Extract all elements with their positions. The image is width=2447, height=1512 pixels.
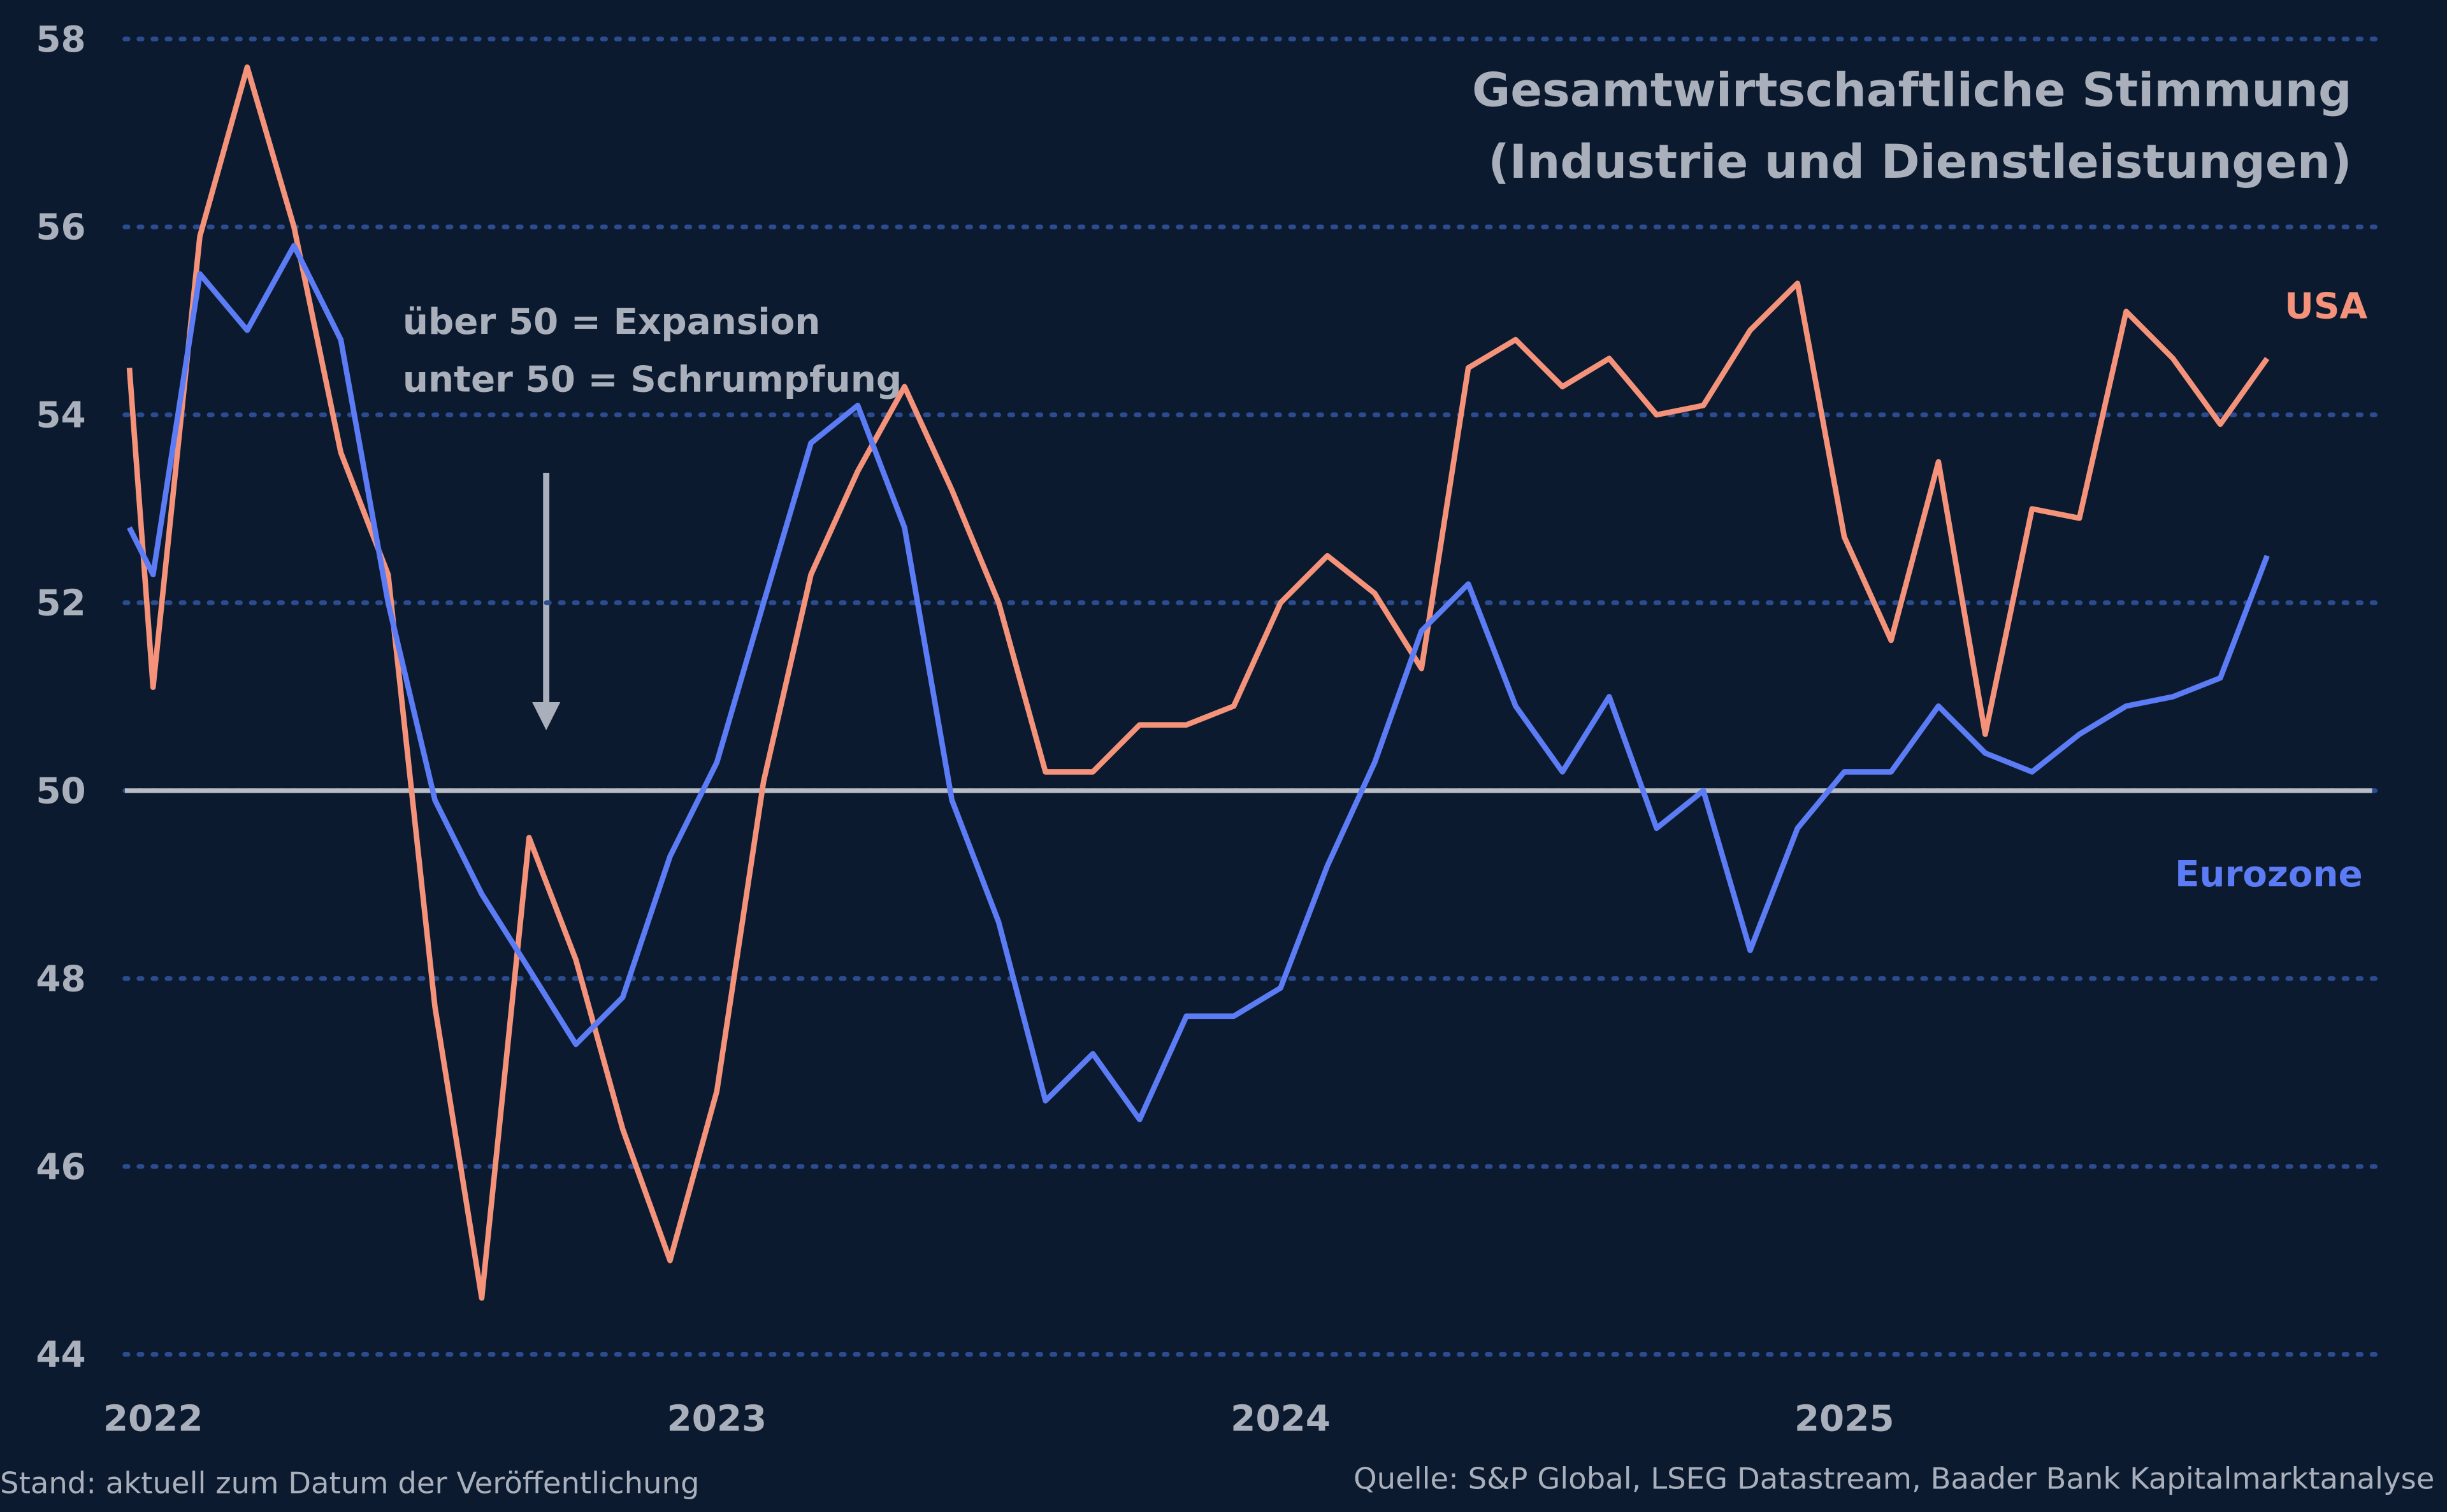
y-tick-label: 56 [36,207,85,248]
y-tick-label: 58 [36,19,85,61]
y-tick-label: 46 [36,1146,85,1188]
annotation: unter 50 = Schrumpfung [403,359,902,401]
footer-left: Stand: aktuell zum Datum der Veröffentli… [0,1466,700,1501]
y-tick-label: 50 [36,770,85,812]
y-tick-label: 54 [36,395,85,436]
x-tick-label: 2023 [667,1399,767,1440]
series-line [127,243,2270,1123]
x-tick-label: 2022 [103,1399,203,1440]
arrow-head [532,702,561,731]
footer-right: Quelle: S&P Global, LSEG Datastream, Baa… [1353,1461,2434,1495]
y-tick-label: 44 [36,1334,85,1376]
chart-subtitle: (Industrie und Dienstleistungen) [1488,135,2351,189]
series-label: USA [2285,286,2367,328]
x-tick-label: 2024 [1231,1399,1331,1440]
chart-title: Gesamtwirtschaftliche Stimmung [1472,64,2352,118]
y-tick-label: 52 [36,583,85,624]
series-label: Eurozone [2175,854,2363,895]
y-tick-label: 48 [36,958,85,1000]
x-tick-label: 2025 [1794,1399,1895,1440]
series-line [126,64,2270,1301]
annotation: über 50 = Expansion [403,301,821,343]
